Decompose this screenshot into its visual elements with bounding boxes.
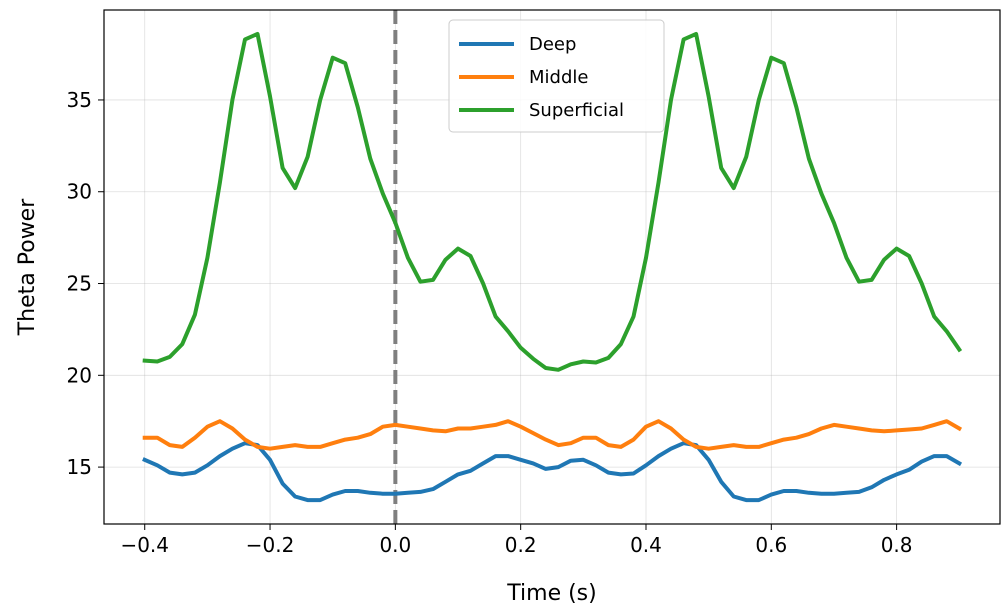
series-line-deep [142, 441, 963, 503]
y-tick-label: 30 [67, 180, 92, 204]
x-tick-label: 0.4 [630, 533, 662, 557]
y-tick-label: 35 [67, 88, 92, 112]
series-lines [142, 31, 963, 503]
legend-label-middle: Middle [529, 67, 588, 88]
x-tick-label: 0.2 [505, 533, 537, 557]
x-tick-label: 0.8 [881, 533, 913, 557]
legend-label-deep: Deep [529, 34, 576, 55]
y-axis-label: Theta Power [15, 198, 40, 336]
series-line-middle [142, 419, 963, 451]
x-tick-label: 0.6 [755, 533, 787, 557]
legend-box [448, 19, 665, 133]
legend-label-superficial: Superficial [529, 100, 624, 121]
x-axis-label: Time (s) [506, 581, 596, 606]
series-line-superficial [142, 31, 963, 372]
ticks: −0.4 −0.2 0.0 0.2 0.4 0.6 0.8 15 20 25 30 35 [67, 88, 913, 557]
x-tick-label: 0.0 [379, 533, 411, 557]
y-tick-label: 15 [67, 455, 92, 479]
x-tick-label: −0.2 [246, 533, 295, 557]
y-tick-label: 25 [67, 272, 92, 296]
x-tick-label: −0.4 [120, 533, 169, 557]
legend: Deep Middle Superficial [448, 19, 665, 133]
axes-frame [103, 9, 1001, 525]
y-tick-label: 20 [67, 363, 92, 387]
